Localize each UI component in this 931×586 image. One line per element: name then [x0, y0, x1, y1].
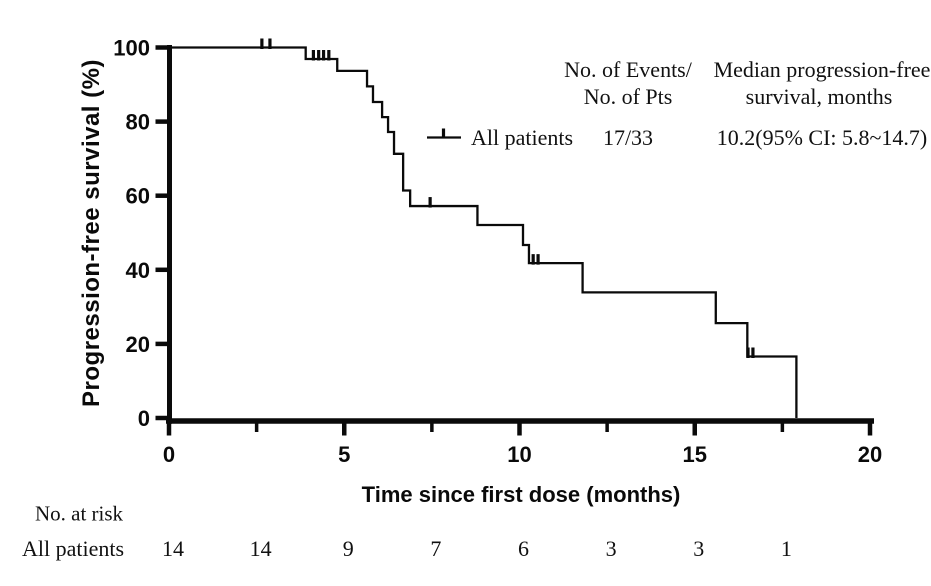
y-tick-label: 40	[126, 258, 150, 283]
y-tick-label: 0	[138, 406, 150, 431]
x-tick-label: 5	[338, 442, 350, 467]
y-tick-label: 80	[126, 110, 150, 135]
y-axis-title: Progression-free survival (%)	[78, 59, 105, 407]
censor-line-legend-icon	[426, 127, 462, 143]
stat-events-value: 17/33	[602, 125, 654, 150]
stats-header-events-line1: No. of Events/	[564, 57, 692, 82]
x-tick-label: 10	[507, 442, 531, 467]
stats-header-median-line2: survival, months	[745, 84, 893, 109]
legend-series-label: All patients	[470, 125, 574, 150]
x-axis-title: Time since first dose (months)	[361, 482, 681, 507]
stats-header-events-line2: No. of Pts	[583, 84, 673, 109]
x-tick-label: 20	[858, 442, 882, 467]
stat-median-value: 10.2(95% CI: 5.8~14.7)	[716, 125, 928, 150]
y-tick-label: 60	[126, 184, 150, 209]
risk-table-title: No. at risk	[34, 501, 124, 526]
x-tick-label: 0	[163, 442, 175, 467]
stats-header-median-line1: Median progression-free	[713, 57, 931, 82]
x-tick-label: 15	[683, 442, 707, 467]
risk-row-label: All patients	[21, 536, 125, 561]
km-curve	[169, 46, 798, 418]
y-tick-label: 100	[113, 36, 150, 61]
y-tick-label: 20	[126, 332, 150, 357]
